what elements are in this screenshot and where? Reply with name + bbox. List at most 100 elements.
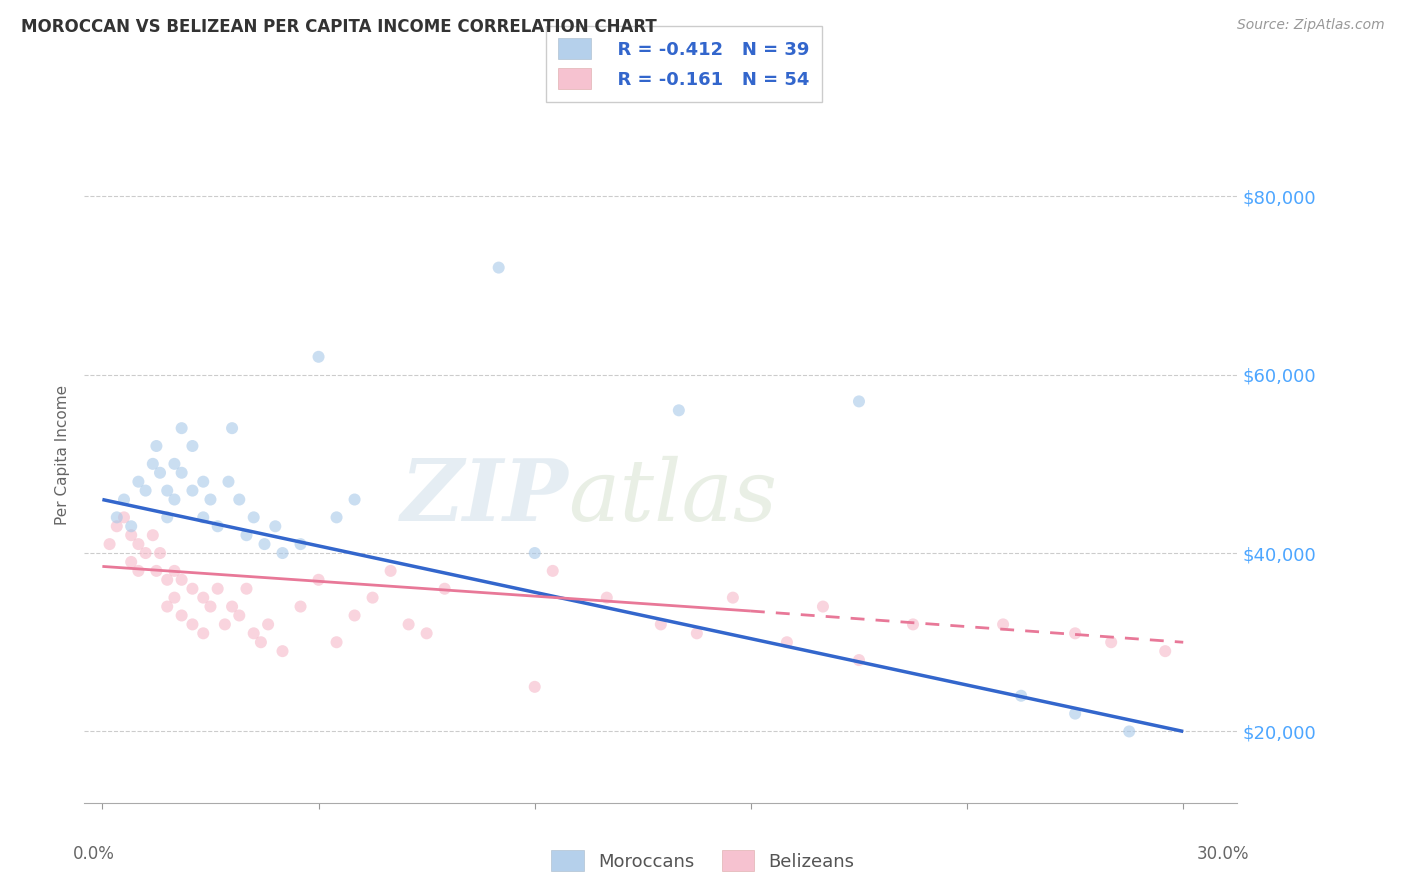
Point — [142, 457, 165, 471]
Point — [120, 555, 142, 569]
Point — [156, 510, 179, 524]
Point — [170, 466, 193, 480]
Point — [488, 260, 510, 275]
Point — [207, 519, 229, 533]
Point — [415, 626, 437, 640]
Point — [242, 510, 264, 524]
Point — [112, 510, 135, 524]
Point — [181, 439, 204, 453]
Point — [271, 644, 294, 658]
Point — [112, 492, 135, 507]
Text: MOROCCAN VS BELIZEAN PER CAPITA INCOME CORRELATION CHART: MOROCCAN VS BELIZEAN PER CAPITA INCOME C… — [21, 18, 657, 36]
Point — [257, 617, 280, 632]
Point — [207, 582, 229, 596]
Point — [156, 483, 179, 498]
Point — [214, 617, 236, 632]
Point — [253, 537, 276, 551]
Text: atlas: atlas — [568, 455, 778, 538]
Point — [848, 394, 870, 409]
Point — [193, 626, 215, 640]
Point — [221, 599, 243, 614]
Point — [170, 573, 193, 587]
Point — [120, 519, 142, 533]
Point — [290, 537, 312, 551]
Point — [193, 591, 215, 605]
Point — [380, 564, 402, 578]
Point — [218, 475, 240, 489]
Point — [235, 528, 257, 542]
Legend:   R = -0.412   N = 39,   R = -0.161   N = 54: R = -0.412 N = 39, R = -0.161 N = 54 — [546, 26, 823, 102]
Point — [361, 591, 384, 605]
Point — [308, 573, 330, 587]
Point — [848, 653, 870, 667]
Point — [343, 608, 366, 623]
Text: Source: ZipAtlas.com: Source: ZipAtlas.com — [1237, 18, 1385, 32]
Point — [650, 617, 672, 632]
Point — [120, 528, 142, 542]
Point — [228, 492, 250, 507]
Point — [264, 519, 287, 533]
Point — [163, 591, 186, 605]
Point — [235, 582, 257, 596]
Point — [200, 599, 222, 614]
Point — [242, 626, 264, 640]
Text: 30.0%: 30.0% — [1197, 845, 1249, 863]
Point — [127, 564, 149, 578]
Point — [398, 617, 420, 632]
Point — [811, 599, 834, 614]
Point — [901, 617, 924, 632]
Point — [1064, 626, 1087, 640]
Point — [127, 475, 149, 489]
Point — [325, 635, 347, 649]
Point — [271, 546, 294, 560]
Point — [596, 591, 619, 605]
Point — [156, 573, 179, 587]
Point — [1010, 689, 1032, 703]
Point — [343, 492, 366, 507]
Point — [228, 608, 250, 623]
Point — [142, 528, 165, 542]
Point — [523, 680, 546, 694]
Point — [221, 421, 243, 435]
Point — [156, 599, 179, 614]
Point — [135, 483, 157, 498]
Point — [250, 635, 273, 649]
Point — [98, 537, 121, 551]
Point — [193, 475, 215, 489]
Point — [308, 350, 330, 364]
Point — [991, 617, 1014, 632]
Text: ZIP: ZIP — [401, 455, 568, 539]
Point — [163, 457, 186, 471]
Point — [105, 519, 128, 533]
Point — [686, 626, 709, 640]
Point — [163, 564, 186, 578]
Legend: Moroccans, Belizeans: Moroccans, Belizeans — [544, 843, 862, 879]
Point — [127, 537, 149, 551]
Point — [145, 439, 167, 453]
Point — [170, 608, 193, 623]
Point — [721, 591, 744, 605]
Text: 0.0%: 0.0% — [73, 845, 115, 863]
Point — [170, 421, 193, 435]
Point — [1099, 635, 1122, 649]
Point — [181, 483, 204, 498]
Point — [1118, 724, 1140, 739]
Point — [1154, 644, 1177, 658]
Point — [776, 635, 799, 649]
Point — [193, 510, 215, 524]
Point — [181, 617, 204, 632]
Point — [181, 582, 204, 596]
Point — [433, 582, 456, 596]
Point — [149, 466, 172, 480]
Point — [290, 599, 312, 614]
Point — [541, 564, 564, 578]
Point — [163, 492, 186, 507]
Y-axis label: Per Capita Income: Per Capita Income — [55, 384, 70, 525]
Point — [149, 546, 172, 560]
Point — [523, 546, 546, 560]
Point — [105, 510, 128, 524]
Point — [668, 403, 690, 417]
Point — [1064, 706, 1087, 721]
Point — [325, 510, 347, 524]
Point — [200, 492, 222, 507]
